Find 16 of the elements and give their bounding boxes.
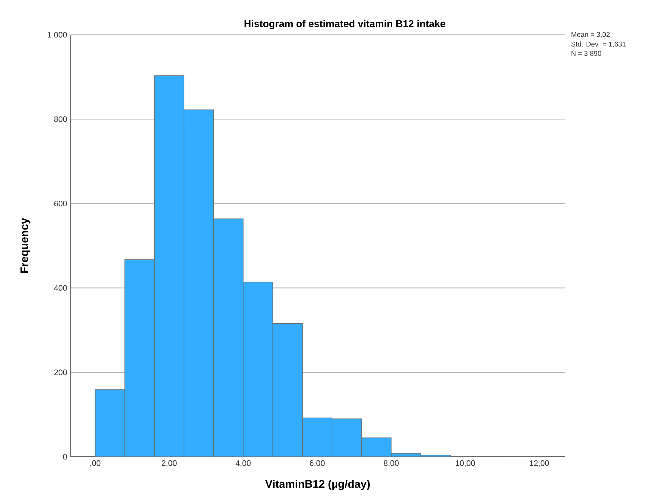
x-tick-label: 6,00 [310,460,325,468]
x-tick-label: 4,00 [236,460,251,468]
chart-title: Histogram of estimated vitamin B12 intake [244,20,446,30]
y-tick-label: 400 [54,285,68,292]
y-tick-label: 200 [54,370,68,376]
x-tick-label: 10,00 [456,460,476,468]
y-tick-label: 1 000 [48,32,68,38]
x-tick-label: 2,00 [162,460,177,468]
y-tick-label: 800 [54,116,68,122]
x-tick-label: 12,00 [530,460,550,468]
x-tick-label: 8,00 [384,460,399,468]
y-axis-title: Frequency [20,218,31,274]
y-tick-label: 600 [54,200,68,207]
x-axis-title: VitaminB12 (µg/day) [266,480,370,490]
x-tick-label: ,00 [90,460,101,468]
y-tick-label: 0 [63,454,68,460]
